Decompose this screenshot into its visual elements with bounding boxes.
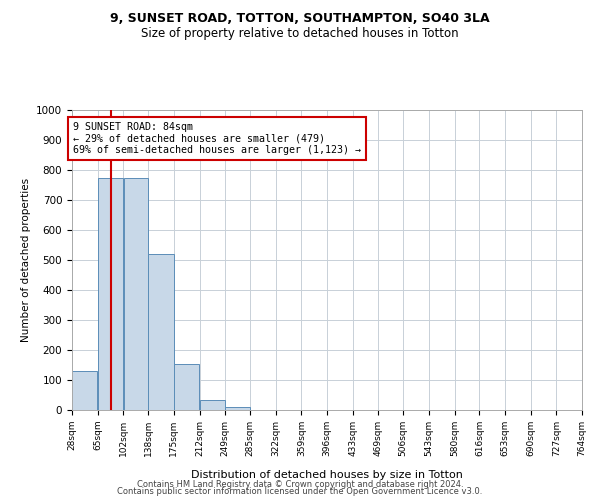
Text: Distribution of detached houses by size in Totton: Distribution of detached houses by size … [191, 470, 463, 480]
Bar [124, 178, 148, 410]
Text: Contains public sector information licensed under the Open Government Licence v3: Contains public sector information licen… [118, 487, 482, 496]
Text: Contains HM Land Registry data © Crown copyright and database right 2024.: Contains HM Land Registry data © Crown c… [137, 480, 463, 489]
Bar [72, 371, 97, 410]
Text: Size of property relative to detached houses in Totton: Size of property relative to detached ho… [141, 28, 459, 40]
Bar [200, 400, 225, 410]
Text: 9 SUNSET ROAD: 84sqm
← 29% of detached houses are smaller (479)
69% of semi-deta: 9 SUNSET ROAD: 84sqm ← 29% of detached h… [73, 122, 361, 155]
Bar [148, 254, 173, 410]
Bar [226, 407, 250, 410]
Bar [98, 178, 123, 410]
Y-axis label: Number of detached properties: Number of detached properties [20, 178, 31, 342]
Text: 9, SUNSET ROAD, TOTTON, SOUTHAMPTON, SO40 3LA: 9, SUNSET ROAD, TOTTON, SOUTHAMPTON, SO4… [110, 12, 490, 26]
Bar [174, 364, 199, 410]
